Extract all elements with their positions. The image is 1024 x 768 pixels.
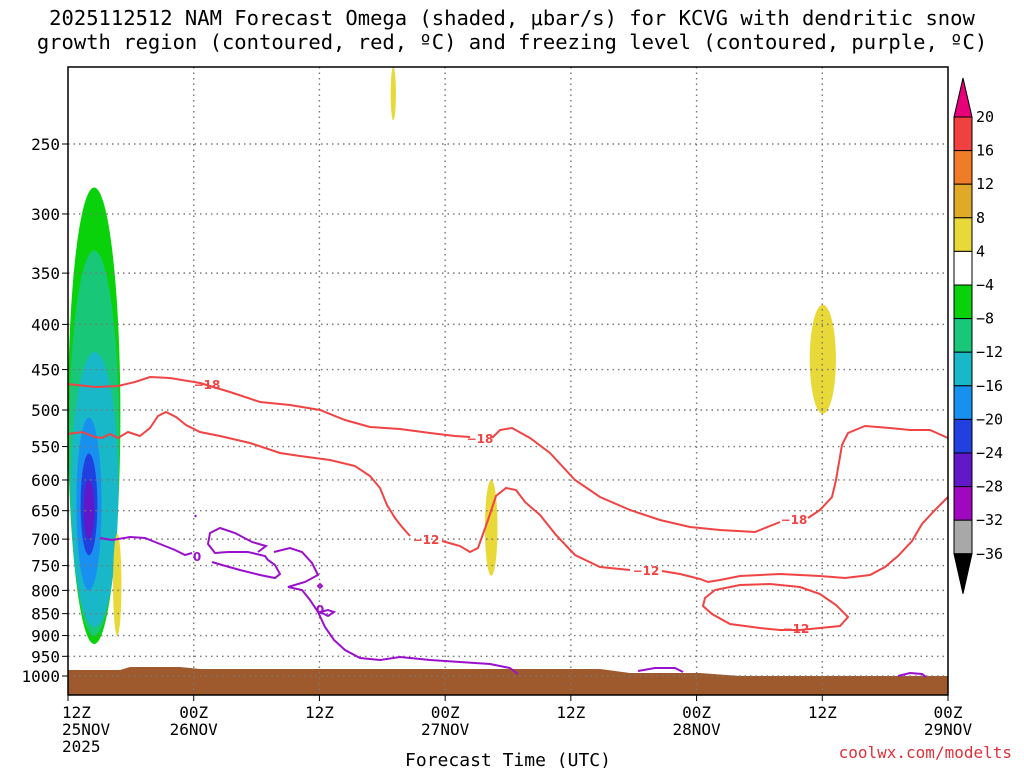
red-contour-minus12-line: [67, 410, 949, 584]
colorbar-swatch-2: [953, 150, 973, 185]
x-tick-label-3-1: 00Z: [431, 703, 460, 722]
y-tick-label-750: 750: [31, 557, 60, 576]
colorbar-label-11: −28: [976, 478, 1003, 496]
colorbar-swatch-4: [953, 217, 973, 252]
y-tick-label-850: 850: [31, 605, 60, 624]
x-tick-label-0-3: 2025: [62, 737, 101, 756]
colorbar-swatch-13: [953, 519, 973, 555]
contour-label-minus12-b: −12: [633, 564, 660, 578]
y-tick-label-650: 650: [31, 502, 60, 521]
colorbar-label-0: 20: [976, 108, 994, 126]
y-tick-label-700: 700: [31, 530, 60, 549]
x-axis-label: Forecast Time (UTC): [405, 750, 611, 768]
y-tick-label-600: 600: [31, 471, 60, 490]
x-tick-label-3-2: 27NOV: [421, 720, 470, 739]
omega-blob-10: [113, 533, 122, 636]
colorbar-swatch-8: [953, 351, 973, 387]
freezing-level-surface-1: [637, 667, 684, 673]
title-line-1: 2025112512 NAM Forecast Omega (shaded, μ…: [49, 6, 975, 30]
y-axis: 250 300 350 400 450 500 550 600 650 700 750 800 850 9…: [21, 135, 68, 686]
y-tick-label-550: 550: [31, 438, 60, 457]
y-tick-label-950: 950: [31, 647, 60, 666]
title-line-2: growth region (contoured, red, ºC) and f…: [36, 30, 988, 54]
red-contour-minus12-loop: [701, 582, 850, 631]
colorbar-label-7: −12: [976, 343, 1003, 361]
colorbar-top-arrow: [953, 77, 973, 118]
freezing-level-line-3: [273, 546, 519, 675]
source-credit: coolwx.com/modelts: [838, 743, 1012, 762]
colorbar-swatch-10: [953, 418, 973, 454]
colorbar-label-4: 4: [976, 242, 985, 260]
red-contour-labels: −18 −18 −18 −12 −12 −12: [194, 378, 810, 636]
colorbar-label-9: −20: [976, 410, 1003, 428]
x-tick-label-2-1: 12Z: [305, 703, 334, 722]
x-tick-label-5-2: 28NOV: [672, 720, 721, 739]
y-tick-label-250: 250: [31, 135, 60, 154]
colorbar-label-6: −8: [976, 310, 994, 328]
plot-frame: [67, 66, 949, 696]
colorbar-swatch-7: [953, 318, 973, 353]
x-tick-label-6-1: 12Z: [808, 703, 837, 722]
x-tick-label-7-2: 29NOV: [924, 720, 973, 739]
purple-contour-labels: 0 0: [193, 550, 324, 617]
colorbar-label-13: −36: [976, 545, 1003, 563]
terrain-ground: [68, 667, 948, 695]
colorbar-label-2: 12: [976, 175, 994, 193]
colorbar: 20 16 12 8 4 −4 −8 −12 −16 −20 −24 −28 −32 −36: [953, 77, 1003, 594]
colorbar-swatch-9: [953, 385, 973, 420]
colorbar-label-12: −32: [976, 511, 1003, 529]
y-tick-label-450: 450: [31, 361, 60, 380]
colorbar-label-1: 16: [976, 142, 994, 160]
chart-title: 2025112512 NAM Forecast Omega (shaded, μ…: [0, 6, 1024, 54]
y-tick-label-350: 350: [31, 264, 60, 283]
colorbar-swatch-5: [953, 250, 973, 286]
purple-contours: [99, 514, 927, 678]
contour-label-minus12-c: −12: [783, 622, 810, 636]
x-tick-label-0-1: 12Z: [62, 703, 91, 722]
gridlines: [68, 67, 948, 695]
colorbar-swatch-6: [953, 284, 973, 320]
y-tick-label-500: 500: [31, 401, 60, 420]
x-tick-label-5-1: 00Z: [682, 703, 711, 722]
x-tick-label-1-1: 00Z: [179, 703, 208, 722]
colorbar-swatch-11: [953, 452, 973, 488]
contour-label-zero-b: 0: [316, 603, 324, 617]
x-tick-label-4-1: 12Z: [556, 703, 585, 722]
omega-blob-6: [83, 479, 95, 540]
contour-label-minus18-a: −18: [194, 378, 221, 392]
red-contour-minus18-line: [67, 375, 949, 534]
colorbar-bottom-arrow: [953, 553, 973, 594]
colorbar-label-5: −4: [976, 276, 994, 294]
omega-blob-7: [390, 67, 396, 121]
x-tick-label-7-1: 00Z: [934, 703, 963, 722]
y-tick-label-400: 400: [31, 315, 60, 334]
y-tick-label-800: 800: [31, 581, 60, 600]
colorbar-label-8: −16: [976, 377, 1003, 395]
freezing-level-surface-2: [897, 671, 927, 678]
y-tick-label-1000: 1000: [21, 667, 60, 686]
colorbar-label-10: −24: [976, 444, 1003, 462]
freezing-level-blip-2: [317, 608, 337, 618]
omega-blob-8: [484, 479, 498, 576]
contour-label-minus12-a: −12: [413, 533, 440, 547]
freezing-level-line: [99, 535, 193, 557]
colorbar-swatch-3: [953, 183, 973, 219]
freezing-level-dot: [194, 514, 197, 518]
red-contours: [67, 375, 949, 631]
freezing-level-blip: [316, 582, 324, 590]
contour-label-zero-a: 0: [193, 550, 201, 564]
y-tick-label-300: 300: [31, 205, 60, 224]
x-tick-label-0-2: 25NOV: [62, 720, 111, 739]
contour-label-minus18-b: −18: [467, 432, 494, 446]
colorbar-swatch-12: [953, 486, 973, 521]
y-tick-label-900: 900: [31, 627, 60, 646]
colorbar-label-3: 8: [976, 209, 985, 227]
x-tick-label-1-2: 26NOV: [170, 720, 219, 739]
colorbar-swatch-1: [953, 116, 973, 152]
freezing-level-line-2: [206, 526, 282, 580]
contour-label-minus18-c: −18: [781, 513, 808, 527]
